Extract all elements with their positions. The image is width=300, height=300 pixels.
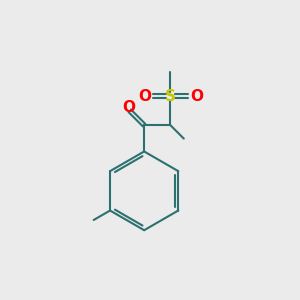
Text: O: O [122,100,135,116]
Text: S: S [165,88,176,104]
Text: O: O [190,88,203,104]
Text: O: O [138,88,151,104]
